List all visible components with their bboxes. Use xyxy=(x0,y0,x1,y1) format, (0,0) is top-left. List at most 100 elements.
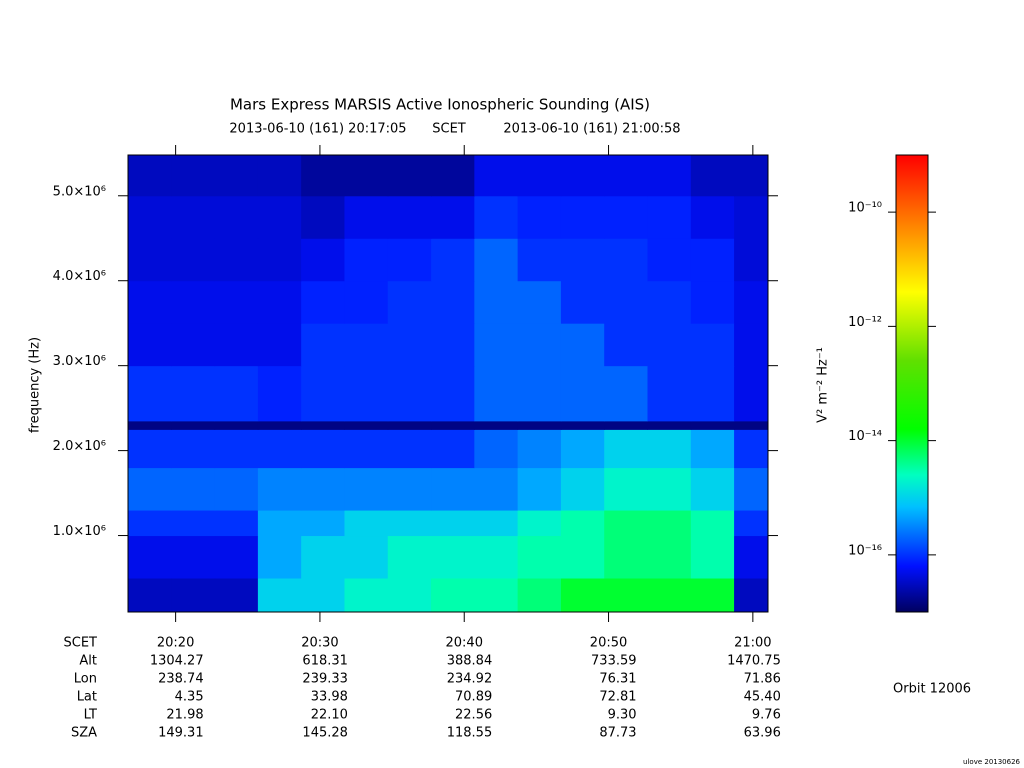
heatmap-cell xyxy=(560,578,605,613)
ephemeris-value: 76.31 xyxy=(599,672,636,687)
heatmap-cell xyxy=(301,155,345,197)
ephemeris-value: 45.40 xyxy=(744,690,781,705)
heatmap-cell xyxy=(171,323,216,367)
heatmap-cell xyxy=(560,195,605,239)
heatmap-cell xyxy=(344,323,389,367)
heatmap-cell xyxy=(690,365,735,422)
time-scale: SCET xyxy=(432,122,466,137)
heatmap-cell xyxy=(690,238,735,282)
heatmap-cell xyxy=(301,429,345,469)
heatmap-cell xyxy=(214,323,259,367)
heatmap-cell xyxy=(387,467,432,511)
heatmap-cell xyxy=(431,323,475,367)
heatmap-cell xyxy=(517,578,562,613)
ephemeris-value: 618.31 xyxy=(302,654,348,669)
heatmap-cell xyxy=(344,429,389,469)
heatmap-cell xyxy=(128,578,172,613)
heatmap-cell xyxy=(128,280,172,324)
heatmap-cell xyxy=(604,535,649,579)
heatmap-cell xyxy=(431,195,475,239)
heatmap-cell xyxy=(214,535,259,579)
y-tick-label: 5.0×10⁶ xyxy=(53,184,106,199)
heatmap-cell xyxy=(344,365,389,422)
heatmap-cell xyxy=(214,467,259,511)
heatmap-cell xyxy=(517,467,562,511)
heatmap-cell xyxy=(128,323,172,367)
heatmap-cell xyxy=(647,510,692,537)
heatmap-cell xyxy=(171,280,216,324)
heatmap-cell xyxy=(344,510,389,537)
heatmap-cell xyxy=(604,510,649,537)
heatmap-cell xyxy=(344,195,389,239)
ephemeris-value: 239.33 xyxy=(302,672,348,687)
heatmap-cell xyxy=(257,323,302,367)
colorbar xyxy=(895,154,929,613)
heatmap-cell xyxy=(647,238,692,282)
heatmap-cell xyxy=(647,578,692,613)
heatmap-cell xyxy=(214,429,259,469)
heatmap-cell xyxy=(734,429,769,469)
heatmap-cell xyxy=(734,510,769,537)
heatmap-cell xyxy=(387,155,432,197)
heatmap-cell xyxy=(344,280,389,324)
heatmap-cell xyxy=(690,280,735,324)
ephemeris-value: 21.98 xyxy=(166,708,203,723)
y-tick-label: 2.0×10⁶ xyxy=(53,439,106,454)
ephemeris-value: 87.73 xyxy=(599,726,636,741)
ephemeris-value: 33.98 xyxy=(311,690,348,705)
ephemeris-value: 22.56 xyxy=(455,708,492,723)
heatmap-cell xyxy=(604,420,649,430)
heatmap-cell xyxy=(128,155,172,197)
heatmap-cell xyxy=(560,280,605,324)
heatmap-cell xyxy=(431,467,475,511)
heatmap-cell xyxy=(214,578,259,613)
heatmap-cell xyxy=(431,578,475,613)
heatmap-cell xyxy=(171,195,216,239)
heatmap-cell xyxy=(647,365,692,422)
heatmap-cell xyxy=(474,535,519,579)
heatmap-cell xyxy=(257,420,302,430)
heatmap-cell xyxy=(301,420,345,430)
heatmap-cell xyxy=(344,578,389,613)
colorbar-tick-label: 10⁻¹² xyxy=(848,315,882,330)
heatmap-cell xyxy=(344,535,389,579)
heatmap-cell xyxy=(171,429,216,469)
heatmap-cell xyxy=(431,238,475,282)
end-time: 2013-06-10 (161) 21:00:58 xyxy=(503,122,680,137)
heatmap-cell xyxy=(387,510,432,537)
heatmap-cell xyxy=(734,578,769,613)
plot-frame xyxy=(127,154,769,613)
heatmap-cell xyxy=(257,365,302,422)
heatmap-cell xyxy=(301,365,345,422)
ephemeris-label: Lat xyxy=(77,690,97,705)
heatmap-cell xyxy=(344,467,389,511)
colorbar-tick-label: 10⁻¹⁶ xyxy=(848,543,882,558)
heatmap-cell xyxy=(214,195,259,239)
heatmap-cell xyxy=(387,323,432,367)
heatmap-cell xyxy=(560,238,605,282)
chart-title: Mars Express MARSIS Active Ionospheric S… xyxy=(230,96,650,114)
heatmap-cell xyxy=(690,578,735,613)
heatmap-cell xyxy=(474,467,519,511)
heatmap-cell xyxy=(431,535,475,579)
heatmap-cell xyxy=(474,429,519,469)
heatmap-cell xyxy=(560,365,605,422)
heatmap-cell xyxy=(604,238,649,282)
heatmap-cell xyxy=(171,535,216,579)
heatmap-cell xyxy=(128,535,172,579)
heatmap-cell xyxy=(474,155,519,197)
heatmap-cell xyxy=(474,365,519,422)
heatmap-cell xyxy=(171,238,216,282)
heatmap-cell xyxy=(128,238,172,282)
heatmap-cell xyxy=(560,429,605,469)
heatmap-cell xyxy=(647,467,692,511)
heatmap-cell xyxy=(171,365,216,422)
heatmap-cell xyxy=(387,535,432,579)
heatmap-cell xyxy=(647,195,692,239)
ephemeris-value: 238.74 xyxy=(158,672,204,687)
ephemeris-label: LT xyxy=(84,708,97,723)
heatmap-cell xyxy=(734,238,769,282)
heatmap-cell xyxy=(257,535,302,579)
ephemeris-value: 118.55 xyxy=(447,726,493,741)
heatmap-cell xyxy=(647,535,692,579)
